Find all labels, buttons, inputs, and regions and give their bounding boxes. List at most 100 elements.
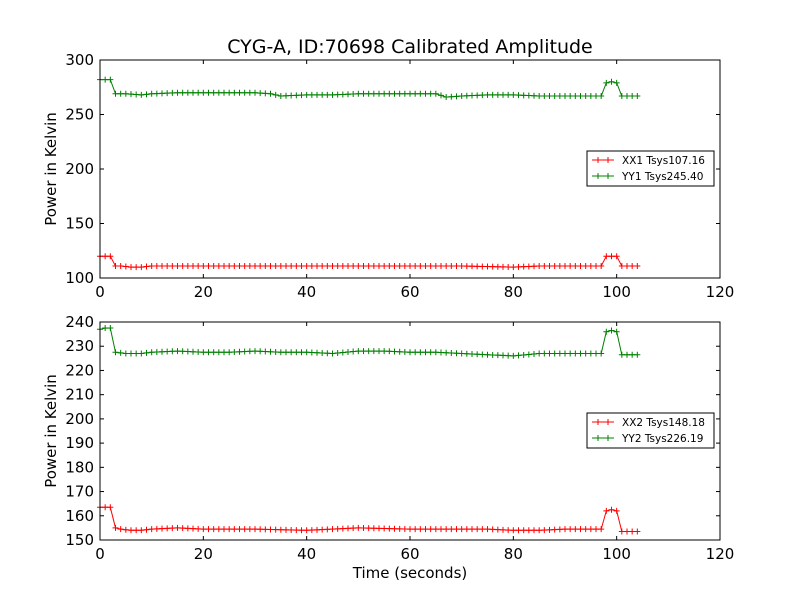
data-point	[479, 526, 486, 533]
top-chart-panel: 0 20 40 60 80 100 120 100 150 200 250 300 Power in K…	[42, 51, 734, 301]
data-point	[396, 263, 403, 270]
data-point	[500, 526, 506, 533]
data-point	[608, 327, 615, 334]
data-point	[567, 92, 574, 99]
data-point	[448, 263, 455, 270]
data-point	[324, 91, 331, 98]
data-point	[463, 526, 470, 533]
data-point	[277, 349, 284, 356]
x-tick-label: 100	[602, 545, 631, 563]
data-point	[432, 526, 439, 533]
data-point	[624, 92, 630, 99]
data-point	[494, 263, 501, 270]
x-tick-label: 80	[504, 545, 523, 563]
data-point	[546, 92, 553, 99]
data-point	[205, 263, 212, 270]
data-point	[303, 263, 310, 270]
data-point	[164, 263, 171, 270]
data-point	[159, 90, 165, 97]
data-point	[376, 90, 382, 97]
data-point	[272, 526, 279, 533]
data-point	[618, 351, 625, 358]
y-tick-label: 150	[65, 531, 94, 549]
data-point	[236, 526, 243, 533]
x-tick-label: 40	[297, 283, 316, 301]
data-point	[546, 350, 553, 357]
data-point	[143, 263, 150, 270]
data-point	[608, 78, 615, 85]
data-point	[562, 526, 568, 533]
data-point	[577, 92, 584, 99]
data-point	[582, 92, 589, 99]
data-point	[489, 351, 496, 358]
data-point	[624, 528, 630, 535]
data-point	[520, 351, 527, 358]
data-point	[567, 263, 574, 270]
data-point	[386, 525, 393, 532]
data-point	[515, 527, 522, 534]
data-point	[396, 525, 403, 532]
x-tick-label: 0	[95, 283, 105, 301]
data-point	[391, 525, 398, 532]
data-point	[195, 349, 202, 356]
data-point	[314, 263, 320, 270]
data-point	[159, 348, 165, 355]
legend-marker	[595, 173, 611, 179]
data-point	[422, 263, 429, 270]
data-point	[293, 92, 300, 99]
data-point	[148, 90, 155, 97]
data-point	[484, 263, 491, 270]
data-point	[458, 92, 465, 99]
y-tick-label: 300	[65, 51, 94, 69]
data-point	[562, 263, 568, 270]
data-point	[128, 264, 134, 271]
data-point	[365, 263, 372, 270]
data-point	[593, 526, 599, 533]
y-tick-label: 160	[65, 507, 94, 525]
chart-title: CYG-A, ID:70698 Calibrated Amplitude	[227, 36, 592, 58]
data-point	[360, 525, 367, 532]
data-point	[500, 263, 506, 270]
data-point	[246, 89, 253, 96]
data-point	[608, 253, 615, 260]
data-point	[169, 89, 176, 96]
x-tick-label: 60	[400, 545, 419, 563]
data-point	[221, 526, 227, 533]
data-point	[494, 91, 501, 98]
data-point	[474, 351, 481, 358]
data-point	[407, 90, 413, 97]
data-point	[634, 351, 641, 358]
data-point	[587, 263, 594, 270]
x-tick-label: 120	[706, 283, 735, 301]
data-point	[551, 263, 558, 270]
data-point	[133, 264, 140, 271]
data-point	[215, 526, 222, 533]
data-point	[531, 263, 537, 270]
data-point	[112, 524, 119, 531]
data-point	[190, 525, 196, 532]
data-point	[572, 263, 579, 270]
data-point	[179, 348, 186, 355]
data-point	[246, 526, 253, 533]
data-point	[221, 263, 227, 270]
data-point	[226, 263, 233, 270]
data-point	[195, 525, 202, 532]
x-tick-label: 120	[706, 545, 735, 563]
data-point	[567, 526, 574, 533]
data-point	[283, 92, 289, 99]
data-point	[339, 263, 346, 270]
data-point	[458, 350, 465, 357]
data-point	[200, 89, 207, 96]
data-point	[210, 263, 217, 270]
data-point	[536, 350, 543, 357]
data-point	[577, 263, 584, 270]
data-point	[283, 349, 289, 356]
data-point	[324, 526, 331, 533]
data-point	[334, 525, 341, 532]
data-point	[241, 348, 248, 355]
data-point	[288, 263, 295, 270]
data-point	[381, 90, 388, 97]
data-point	[515, 352, 522, 359]
data-point	[293, 349, 300, 356]
data-point	[112, 263, 119, 270]
